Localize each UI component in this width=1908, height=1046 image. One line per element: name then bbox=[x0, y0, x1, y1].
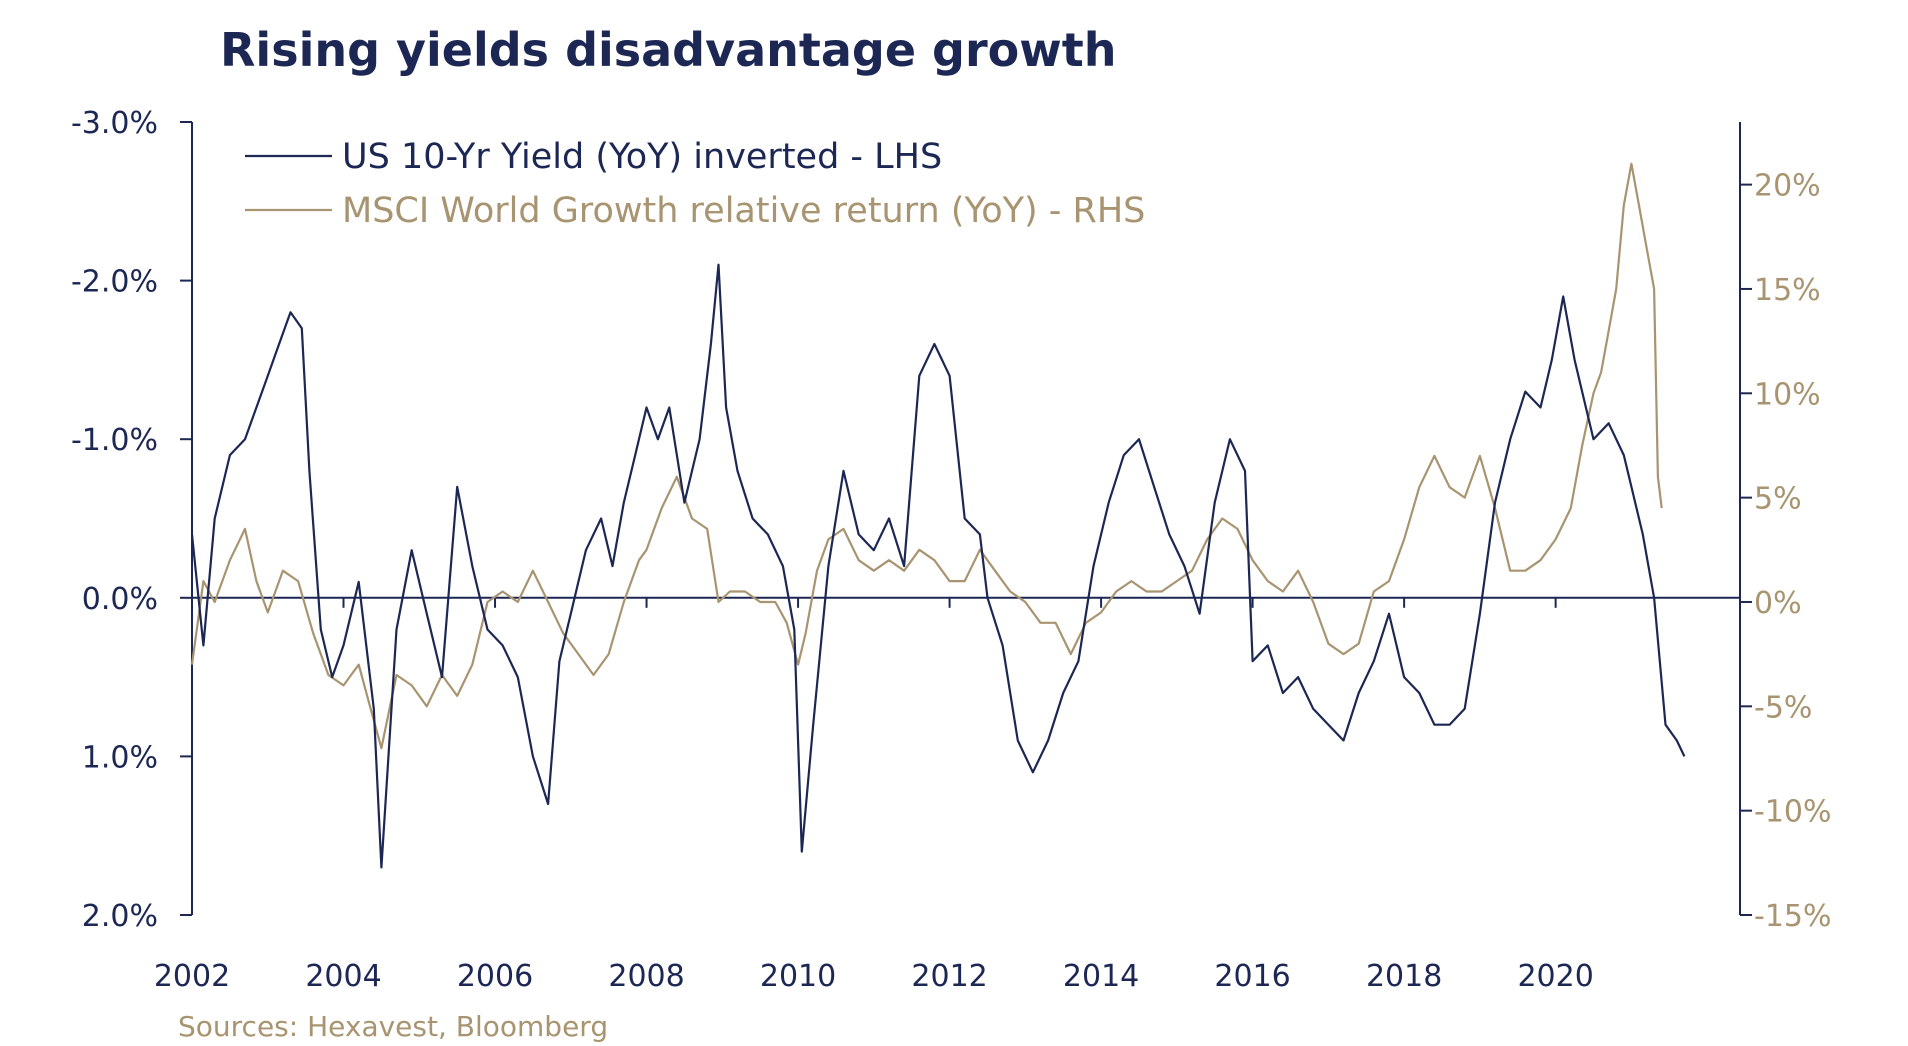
x-tick-label: 2016 bbox=[1214, 959, 1290, 994]
right-tick-label: 15% bbox=[1754, 273, 1821, 308]
legend-label: US 10-Yr Yield (YoY) inverted - LHS bbox=[342, 137, 942, 177]
left-tick-label: 2.0% bbox=[82, 899, 158, 934]
x-tick-label: 2010 bbox=[760, 959, 836, 994]
right-tick-label: 0% bbox=[1754, 586, 1802, 621]
x-tick-label: 2004 bbox=[305, 959, 381, 994]
right-tick-label: 10% bbox=[1754, 377, 1821, 412]
left-tick-label: -1.0% bbox=[71, 423, 158, 458]
right-tick-label: -15% bbox=[1754, 899, 1832, 934]
right-tick-label: 20% bbox=[1754, 169, 1821, 204]
x-tick-label: 2008 bbox=[608, 959, 684, 994]
right-tick-label: -5% bbox=[1754, 690, 1812, 725]
x-tick-label: 2020 bbox=[1517, 959, 1593, 994]
series-line-msci-growth bbox=[190, 162, 1663, 750]
x-tick-label: 2002 bbox=[154, 959, 230, 994]
chart-title: Rising yields disadvantage growth bbox=[220, 23, 1117, 77]
x-tick-label: 2014 bbox=[1063, 959, 1139, 994]
left-tick-label: -2.0% bbox=[71, 265, 158, 300]
x-tick-label: 2006 bbox=[457, 959, 533, 994]
source-note: Sources: Hexavest, Bloomberg bbox=[178, 1010, 608, 1043]
legend-label: MSCI World Growth relative return (YoY) … bbox=[342, 191, 1145, 231]
left-tick-label: 1.0% bbox=[82, 740, 158, 775]
right-tick-label: -10% bbox=[1754, 795, 1832, 830]
x-tick-label: 2012 bbox=[911, 959, 987, 994]
left-tick-label: -3.0% bbox=[71, 106, 158, 141]
left-tick-label: 0.0% bbox=[82, 582, 158, 617]
right-tick-label: 5% bbox=[1754, 482, 1802, 517]
x-tick-label: 2018 bbox=[1366, 959, 1442, 994]
series-line-us-10yr-yield bbox=[190, 263, 1686, 869]
